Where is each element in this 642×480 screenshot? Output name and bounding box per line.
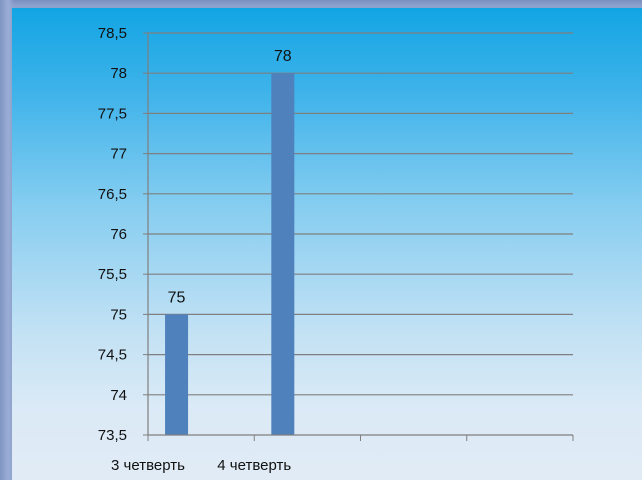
- y-tick-label: 76,5: [98, 186, 127, 203]
- y-tick-label: 75: [110, 306, 127, 323]
- y-tick-label: 77: [110, 146, 127, 163]
- x-category-label: 3 четверть: [111, 457, 185, 474]
- y-tick-label: 74,5: [98, 347, 127, 364]
- y-tick-label: 75,5: [98, 266, 127, 283]
- x-category-label: 4 четверть: [217, 457, 291, 474]
- bar-1: [165, 314, 189, 435]
- y-axis-tick-labels: 73,5 74 74,5 75 75,5 76 76,5 77 77,5 78 78,5: [98, 25, 127, 444]
- y-tick-label: 76: [110, 226, 127, 243]
- y-tick-label: 78: [110, 65, 127, 82]
- y-tick-label: 77,5: [98, 105, 127, 122]
- bars: [165, 73, 295, 435]
- x-axis-category-labels: 3 четверть 4 четверть: [111, 457, 291, 474]
- bar-2: [271, 73, 295, 435]
- data-label: 75: [168, 289, 186, 306]
- y-tick-label: 78,5: [98, 25, 127, 42]
- data-labels: 75 78: [168, 48, 292, 306]
- y-tick-label: 74: [110, 387, 127, 404]
- y-tick-label: 73,5: [98, 427, 127, 444]
- data-label: 78: [274, 48, 292, 65]
- gridlines: [148, 32, 573, 396]
- axes: [143, 32, 574, 441]
- chart-background-panel: [12, 8, 642, 480]
